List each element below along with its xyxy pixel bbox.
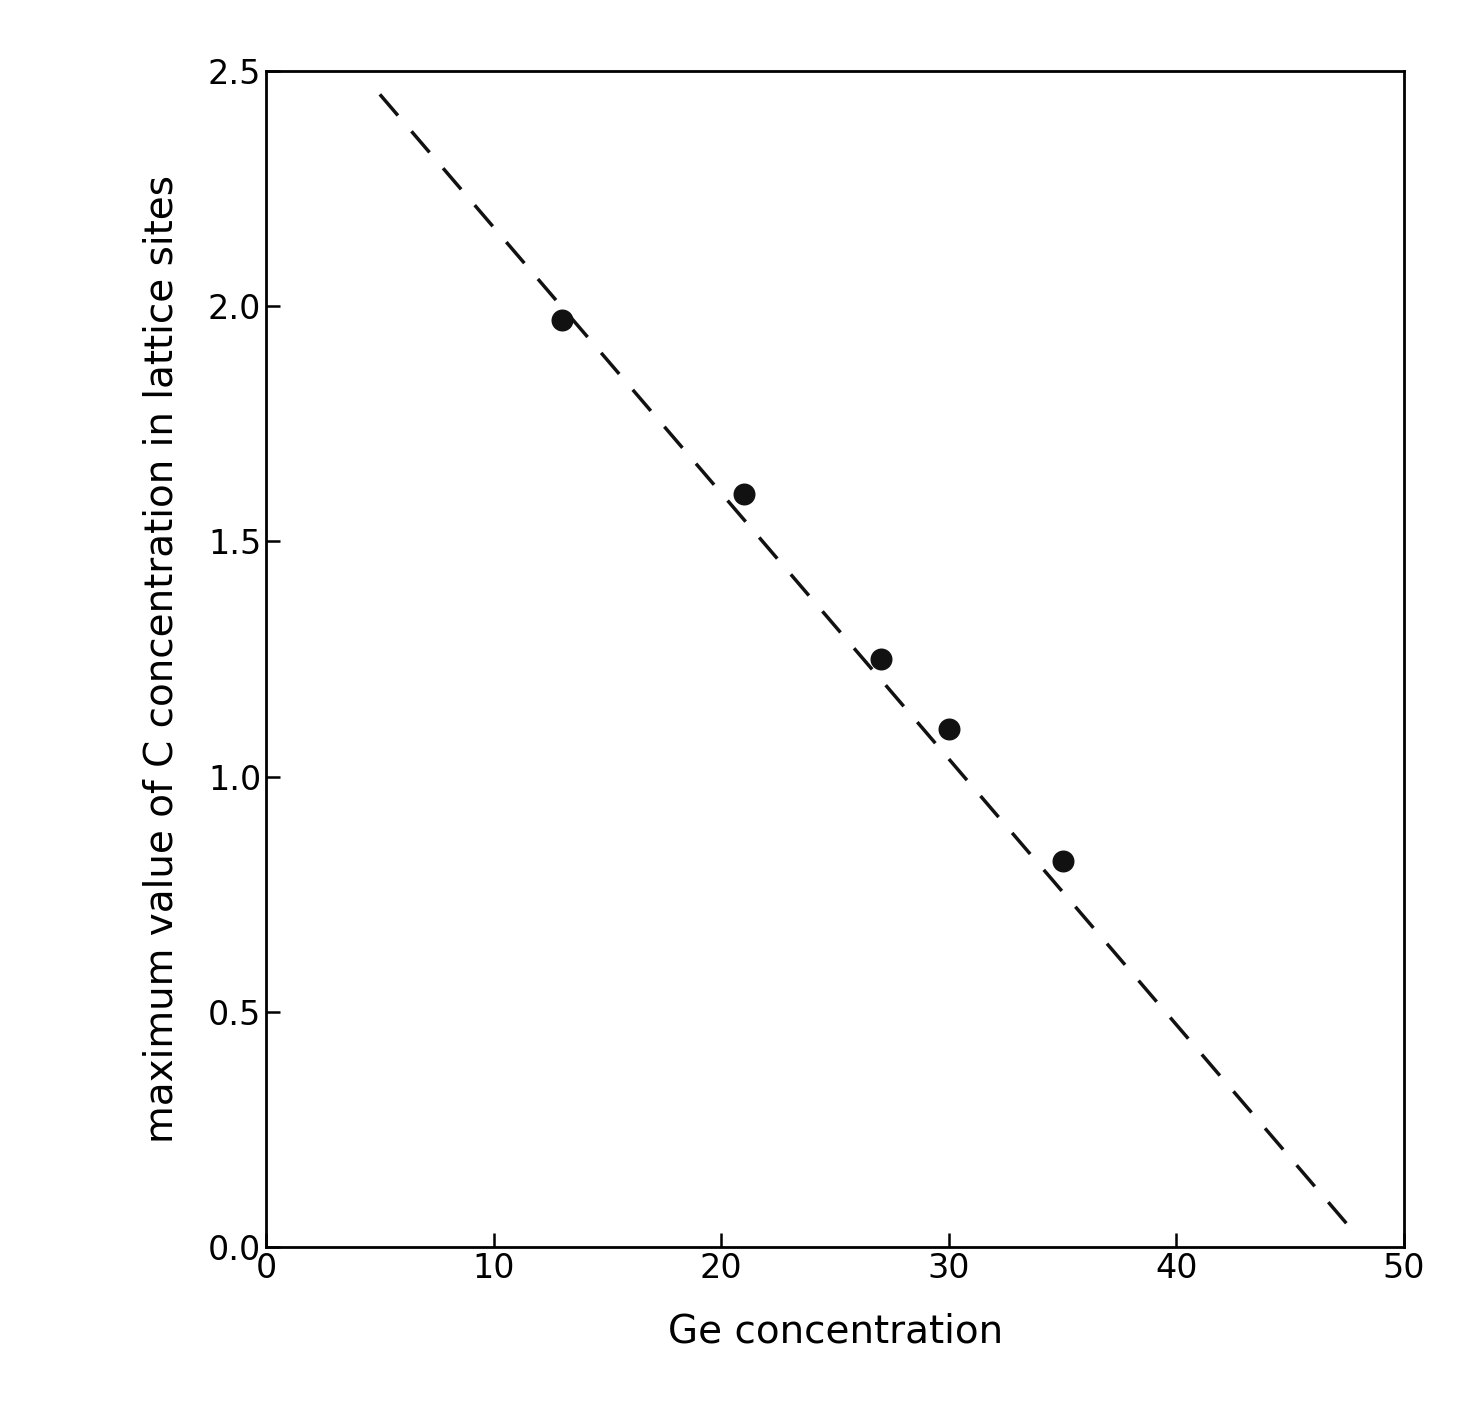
X-axis label: Ge concentration: Ge concentration	[668, 1312, 1002, 1350]
Point	[869, 648, 893, 670]
Point	[732, 483, 755, 506]
Point	[550, 309, 573, 332]
Y-axis label: maximum value of C concentration in lattice sites: maximum value of C concentration in latt…	[142, 174, 180, 1144]
Point	[1051, 850, 1075, 873]
Point	[937, 718, 961, 741]
